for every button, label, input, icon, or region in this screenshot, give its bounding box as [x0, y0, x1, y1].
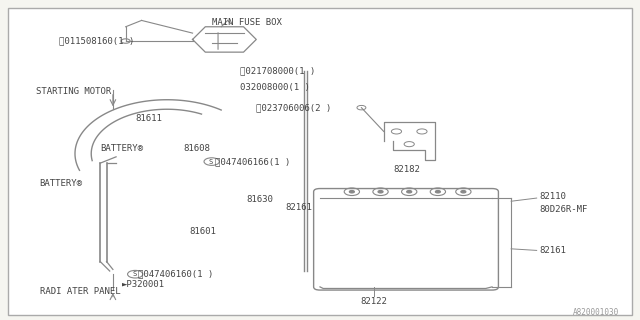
- Text: RADI ATER PANEL: RADI ATER PANEL: [40, 287, 120, 296]
- Circle shape: [461, 190, 466, 193]
- Text: 80D26R-MF: 80D26R-MF: [540, 205, 588, 214]
- Text: 81601: 81601: [189, 227, 216, 236]
- Text: ⓝ023706006(2 ): ⓝ023706006(2 ): [256, 103, 332, 112]
- Text: ⓝ021708000(1 ): ⓝ021708000(1 ): [241, 67, 316, 76]
- Text: 81630: 81630: [246, 195, 273, 204]
- Text: 82161: 82161: [285, 203, 312, 212]
- Text: 82122: 82122: [361, 297, 388, 306]
- Text: 81611: 81611: [135, 114, 162, 123]
- Text: A820001030: A820001030: [573, 308, 620, 317]
- Text: 82182: 82182: [394, 165, 420, 174]
- Text: Ⓞ047406166(1 ): Ⓞ047406166(1 ): [215, 157, 290, 166]
- Text: 032008000(1 ): 032008000(1 ): [241, 83, 310, 92]
- FancyBboxPatch shape: [314, 188, 499, 290]
- Text: MAIN FUSE BOX: MAIN FUSE BOX: [212, 18, 282, 27]
- FancyBboxPatch shape: [8, 8, 632, 316]
- Circle shape: [378, 190, 383, 193]
- Circle shape: [406, 190, 412, 193]
- Circle shape: [349, 190, 355, 193]
- Text: S: S: [132, 271, 137, 277]
- Text: 82161: 82161: [540, 246, 566, 255]
- Text: 81608: 81608: [183, 144, 210, 153]
- Circle shape: [435, 190, 440, 193]
- Text: ►P320001: ►P320001: [122, 280, 166, 289]
- Text: STARTING MOTOR: STARTING MOTOR: [36, 87, 112, 96]
- Text: 82110: 82110: [540, 192, 566, 201]
- Text: BATTERY®: BATTERY®: [100, 144, 143, 153]
- Text: BATTERY®: BATTERY®: [40, 179, 83, 188]
- Text: S: S: [209, 159, 213, 164]
- Text: Ⓞ047406160(1 ): Ⓞ047406160(1 ): [138, 270, 214, 279]
- Text: Ⓒ011508160(1 ): Ⓒ011508160(1 ): [59, 36, 134, 45]
